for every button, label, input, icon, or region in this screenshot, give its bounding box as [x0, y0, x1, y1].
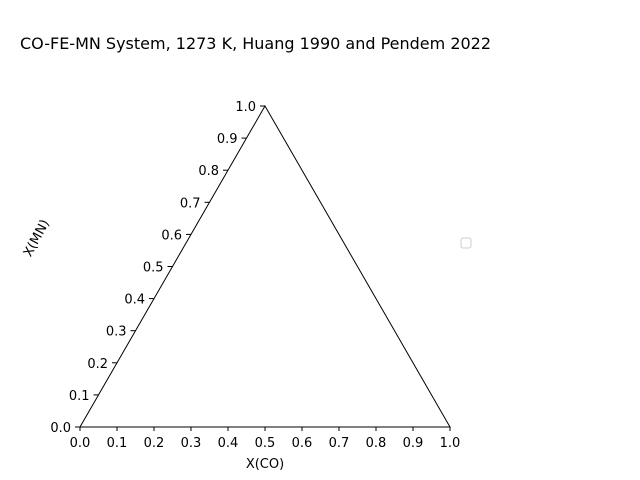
x-tick-label: 0.8 [366, 436, 387, 451]
y-tick-label: 0.9 [217, 132, 238, 147]
bottom-axis-ticks: 0.0 0.1 0.2 0.3 0.4 0.5 0.6 0.7 0.8 0.9 1.0 [70, 427, 461, 451]
y-tick-label: 0.3 [106, 325, 127, 340]
y-tick-label: 1.0 [235, 100, 256, 115]
y-tick-label: 0.4 [124, 293, 145, 308]
y-tick-label: 0.5 [143, 261, 164, 276]
chart-title: CO-FE-MN System, 1273 K, Huang 1990 and … [20, 34, 491, 53]
y-tick-label: 0.6 [161, 228, 182, 243]
y-tick-label: 0.7 [180, 196, 201, 211]
y-tick-label: 0.2 [87, 357, 108, 372]
y-tick-label: 0.8 [198, 164, 219, 179]
x-tick-label: 0.3 [181, 436, 202, 451]
x-tick-label: 0.4 [218, 436, 239, 451]
x-tick-label: 0.2 [144, 436, 165, 451]
x-tick-label: 0.9 [403, 436, 424, 451]
x-tick-label: 0.1 [107, 436, 128, 451]
x-tick-label: 1.0 [440, 436, 461, 451]
left-axis-ticks: 0.0 0.1 0.2 0.3 0.4 0.5 0.6 0.7 0.8 0.9 1.0 [50, 100, 265, 436]
x-tick-label: 0.6 [292, 436, 313, 451]
legend-box [460, 237, 472, 249]
y-tick-label: 0.0 [50, 421, 71, 436]
y-tick-label: 0.1 [69, 389, 90, 404]
x-tick-label: 0.7 [329, 436, 350, 451]
x-axis-label: X(CO) [246, 457, 284, 472]
x-tick-label: 0.5 [255, 436, 276, 451]
x-tick-label: 0.0 [70, 436, 91, 451]
